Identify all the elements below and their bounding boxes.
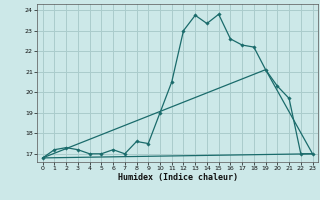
X-axis label: Humidex (Indice chaleur): Humidex (Indice chaleur) (118, 173, 237, 182)
